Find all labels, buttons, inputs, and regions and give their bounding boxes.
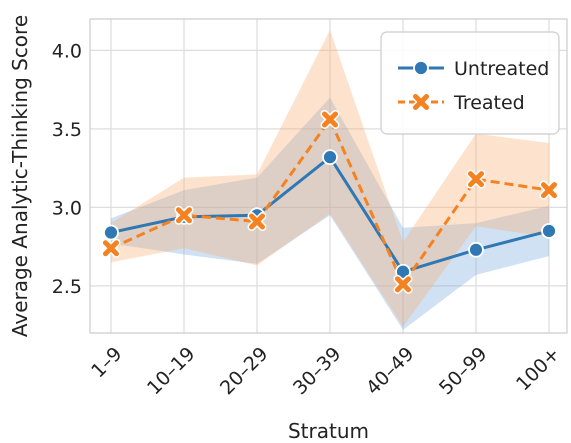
x-tick-label: 100+ [512,343,564,395]
point-untreated-3 [322,149,338,166]
x-tick-label: 20–29 [216,343,272,399]
point-untreated-6 [541,223,557,239]
x-tick-label: 30–39 [289,343,345,399]
point-untreated-5 [468,241,484,258]
legend: Untreated Treated [380,31,560,135]
y-tick-labels: 2.5 3.0 3.5 4.0 [52,40,82,298]
point-untreated-0 [103,224,119,241]
point-treated-1 [174,205,194,225]
point-treated-3 [320,109,340,129]
point-treated-2 [247,212,267,232]
ci-band-treated [111,29,549,327]
legend-box [380,31,560,135]
x-tick-label: 1–9 [87,343,126,382]
confidence-bands [111,29,549,330]
x-tick-label: 40–49 [362,343,418,399]
x-tick-label: 50–99 [435,343,491,399]
legend-marker-treated [411,92,431,112]
y-tick-label: 2.5 [52,276,82,298]
plot-frame [89,18,568,334]
point-treated-4 [393,274,413,294]
point-treated-5 [466,169,486,189]
ci-band-untreated [111,97,549,330]
y-tick-label: 3.5 [52,119,82,141]
legend-marker-untreated [413,60,429,76]
y-tick-label: 3.0 [52,197,82,219]
x-tick-labels: 1–9 10–19 20–29 30–39 40–49 50–99 100+ [87,343,564,399]
legend-label-treated: Treated [453,92,525,114]
y-axis-label: Average Analytic-Thinking Score [8,15,32,337]
legend-label-untreated: Untreated [454,58,549,80]
x-axis-label: Stratum [288,419,369,443]
series-markers [101,109,559,294]
point-treated-6 [539,180,559,200]
y-tick-label: 4.0 [52,40,82,62]
x-tick-label: 10–19 [143,343,199,399]
point-treated-0 [101,238,121,258]
